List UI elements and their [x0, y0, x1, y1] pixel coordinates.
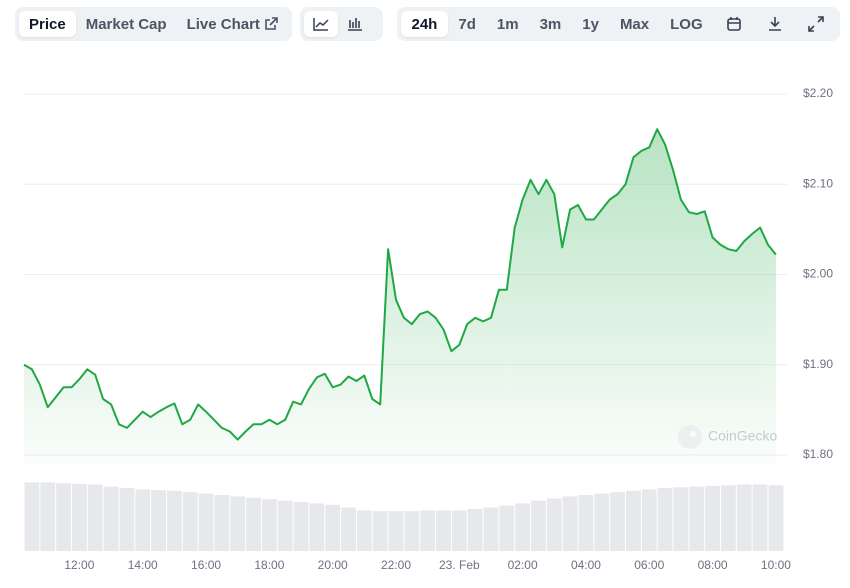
volume-bar [420, 510, 436, 551]
volume-bar [578, 495, 594, 551]
watermark: CoinGecko [678, 425, 777, 449]
volume-bar [87, 484, 103, 551]
range-button[interactable]: 7d [458, 15, 476, 33]
volume-bar [641, 489, 657, 551]
x-tick-label: 12:00 [64, 558, 94, 572]
fullscreen-button[interactable] [795, 11, 836, 37]
volume-bar [752, 484, 768, 551]
candle-view-button[interactable] [338, 11, 372, 37]
volume-bar [594, 493, 610, 551]
volume-bar [293, 502, 309, 551]
volume-bar [467, 509, 483, 551]
icon [807, 16, 824, 32]
volume-bar [768, 485, 784, 551]
tab[interactable]: Price [19, 11, 76, 37]
x-tick-label: 22:00 [381, 558, 411, 572]
volume-bar [356, 510, 372, 551]
external-icon [265, 17, 278, 30]
volume-bar [151, 490, 166, 551]
volume-bar [657, 488, 673, 551]
volume-bar [436, 510, 451, 551]
volume-bar [166, 490, 182, 551]
range-group: 24h 7d 1m 3m 1y Max LOG [397, 7, 840, 41]
line-view-button[interactable] [304, 11, 338, 37]
range-button[interactable]: Max [619, 15, 650, 33]
volume-bar [736, 484, 752, 551]
volume-bar [135, 489, 151, 551]
x-tick-label: 04:00 [571, 558, 601, 572]
line-icon [313, 18, 329, 31]
volume-bar [214, 495, 230, 551]
tab-link[interactable]: Live Chart [177, 11, 288, 37]
tab-group: Price Market Cap Live Chart [15, 7, 292, 41]
area [24, 129, 776, 464]
volume-bar [610, 492, 626, 551]
volume-bar [341, 507, 356, 551]
y-tick-label: $1.90 [803, 357, 833, 371]
x-tick-label: 02:00 [508, 558, 538, 572]
volume-bar [515, 503, 531, 551]
volume-bar [721, 485, 736, 551]
candle-icon [348, 18, 362, 31]
volume-bar [24, 482, 40, 551]
x-tick-label: 18:00 [254, 558, 284, 572]
range-button[interactable]: 1y [582, 15, 599, 33]
volume-bar [451, 510, 467, 551]
x-tick-label: 16:00 [191, 558, 221, 572]
volume-bar [309, 503, 325, 551]
volume-bar [182, 492, 198, 551]
volume-bar [546, 498, 562, 551]
volume-bar [40, 482, 56, 551]
price-line [23, 128, 777, 441]
volume-bar [56, 483, 71, 551]
tab-label: Live Chart [186, 15, 260, 33]
volume-bar [372, 511, 388, 551]
volume-bar [673, 487, 689, 551]
volume-bar [230, 496, 246, 551]
x-tick-label: 10:00 [761, 558, 791, 572]
range-button[interactable]: 24h [401, 11, 448, 37]
view-group [300, 7, 383, 41]
range-button[interactable]: 1m [496, 15, 519, 33]
range-button[interactable]: LOG [670, 15, 703, 33]
volume-bar [404, 511, 420, 551]
y-tick-label: $2.20 [803, 86, 833, 100]
tab[interactable]: Market Cap [85, 15, 167, 33]
volume-bar [388, 511, 404, 551]
y-tick-label: $2.10 [803, 176, 833, 190]
x-tick-label: 20:00 [318, 558, 348, 572]
icon [726, 17, 741, 31]
x-tick-label: 08:00 [698, 558, 728, 572]
icon [768, 17, 781, 31]
volume-bar [562, 496, 578, 551]
calendar-button[interactable] [713, 11, 754, 37]
download-button[interactable] [754, 11, 795, 37]
volume-bar [261, 499, 277, 551]
watermark-text: CoinGecko [708, 428, 777, 444]
volume-bar [689, 486, 705, 551]
range-button[interactable]: 3m [539, 15, 562, 33]
x-tick-label: 06:00 [634, 558, 664, 572]
volume-bar [626, 490, 641, 551]
volume-bar [483, 507, 499, 551]
volume-bar [246, 497, 261, 551]
y-tick-label: $1.80 [803, 447, 833, 461]
x-tick-label: 14:00 [128, 558, 158, 572]
volume-bar [103, 486, 119, 551]
x-tick-label: 23. Feb [439, 558, 480, 572]
volume-bar [325, 504, 341, 551]
volume-bar [531, 500, 546, 551]
volume-bar [277, 500, 293, 551]
volume-bar [119, 488, 135, 551]
volume-bar [499, 505, 515, 551]
volume-bar [705, 485, 721, 551]
volume-bar [198, 493, 214, 551]
volume-bar [71, 483, 87, 551]
y-tick-label: $2.00 [803, 267, 833, 281]
